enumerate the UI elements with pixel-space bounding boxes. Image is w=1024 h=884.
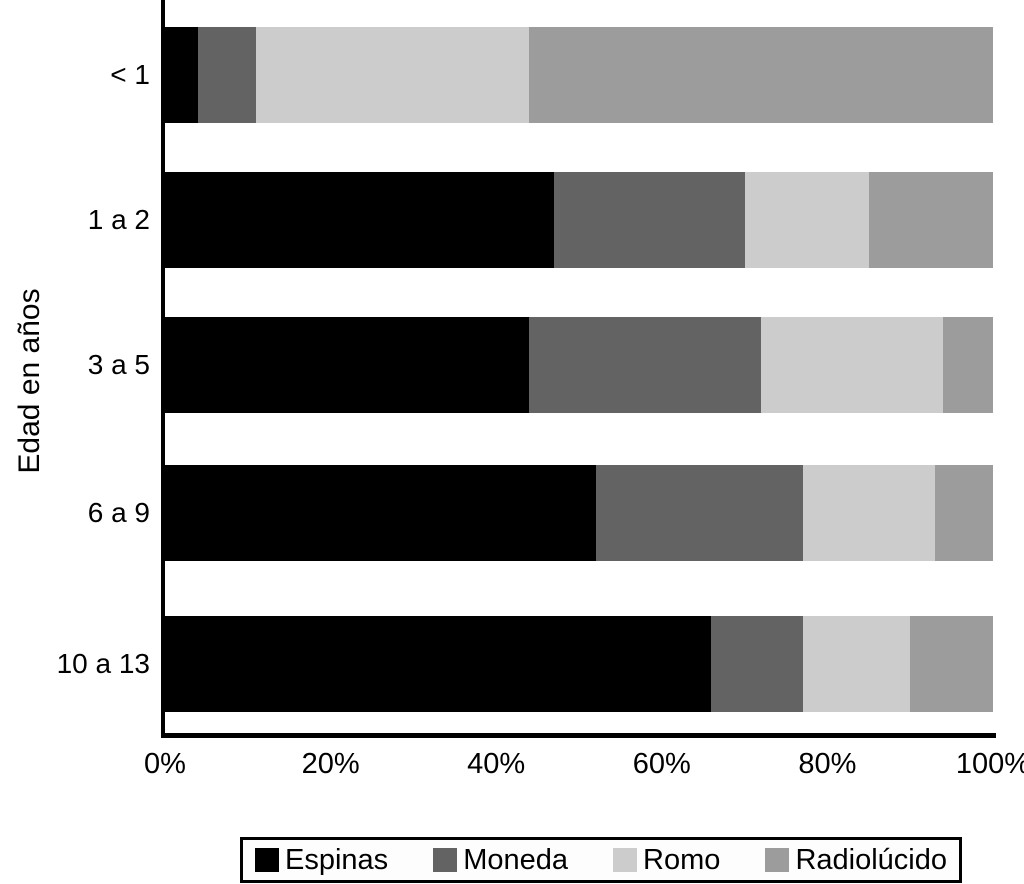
bar-segment-radiolucido — [935, 465, 993, 561]
bar-row-10-a-13 — [165, 616, 993, 712]
bar-segment-radiolucido — [910, 616, 993, 712]
bar-segment-romo — [744, 172, 869, 268]
category-label-1-a-2: 1 a 2 — [87, 204, 150, 235]
legend-item-espinas: Espinas — [255, 843, 389, 876]
legend-swatch-romo — [613, 848, 638, 872]
bar-segment-espinas — [165, 616, 712, 712]
category-label-6-a-9: 6 a 9 — [87, 497, 150, 528]
bar-segment-moneda — [711, 616, 803, 712]
legend: Espinas Moneda Romo Radiolúcido — [240, 837, 962, 883]
bar-segment-moneda — [595, 465, 803, 561]
bar-row-1-a-2 — [165, 172, 993, 268]
legend-item-radiolucido: Radiolúcido — [765, 843, 947, 876]
bar-segment-radiolucido — [868, 172, 993, 268]
y-axis-line — [161, 0, 165, 737]
bar-segment-romo — [802, 465, 936, 561]
x-tick-label-80: 80% — [798, 748, 857, 780]
bar-segment-radiolucido — [529, 27, 993, 123]
bar-segment-espinas — [165, 465, 596, 561]
bar-segment-espinas — [165, 172, 555, 268]
category-label-3-a-5: 3 a 5 — [87, 349, 150, 380]
legend-label-radiolucido: Radiolúcido — [795, 843, 947, 876]
bar-row-6-a-9 — [165, 465, 993, 561]
category-label-10-a-13: 10 a 13 — [56, 648, 150, 679]
bar-segment-romo — [761, 317, 944, 413]
bar-segment-espinas — [165, 317, 530, 413]
bar-segment-radiolucido — [943, 317, 993, 413]
x-axis-line — [161, 733, 996, 738]
x-tick-label-100: 100% — [955, 748, 1024, 780]
category-label-1: < 1 — [110, 59, 150, 90]
bar-segment-romo — [256, 27, 530, 123]
legend-item-romo: Romo — [613, 843, 721, 876]
bar-segment-espinas — [165, 27, 199, 123]
bar-row-3-a-5 — [165, 317, 993, 413]
bar-segment-moneda — [198, 27, 257, 123]
legend-swatch-radiolucido — [765, 848, 790, 872]
legend-label-romo: Romo — [643, 843, 721, 876]
bar-row-1 — [165, 27, 993, 123]
legend-swatch-espinas — [255, 848, 279, 872]
x-tick-label-20: 20% — [301, 748, 360, 780]
legend-label-espinas: Espinas — [285, 843, 389, 876]
legend-swatch-moneda — [433, 848, 458, 872]
bar-segment-romo — [802, 616, 911, 712]
x-tick-label-60: 60% — [632, 748, 691, 780]
bar-segment-moneda — [554, 172, 745, 268]
bar-segment-moneda — [529, 317, 762, 413]
legend-item-moneda: Moneda — [433, 843, 569, 876]
x-tick-label-40: 40% — [467, 748, 526, 780]
x-tick-label-0: 0% — [144, 748, 186, 780]
y-axis-title: Edad en años — [13, 288, 46, 474]
legend-label-moneda: Moneda — [463, 843, 569, 876]
